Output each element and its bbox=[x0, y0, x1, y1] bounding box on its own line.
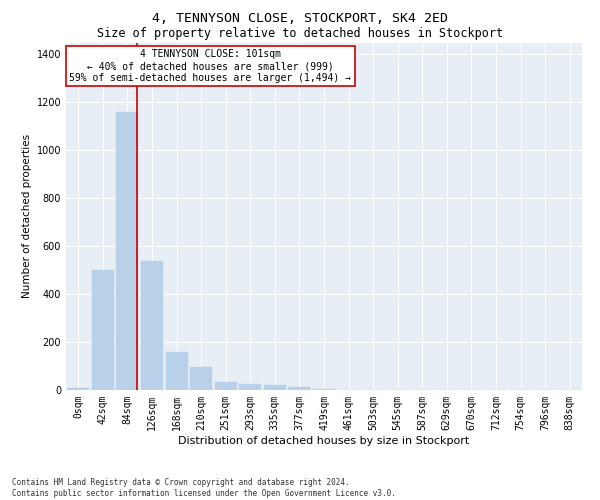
Bar bbox=[166, 352, 188, 390]
Bar bbox=[215, 382, 237, 390]
Text: 4 TENNYSON CLOSE: 101sqm
← 40% of detached houses are smaller (999)
59% of semi-: 4 TENNYSON CLOSE: 101sqm ← 40% of detach… bbox=[70, 50, 352, 82]
Text: 4, TENNYSON CLOSE, STOCKPORT, SK4 2ED: 4, TENNYSON CLOSE, STOCKPORT, SK4 2ED bbox=[152, 12, 448, 26]
Bar bbox=[190, 367, 212, 390]
X-axis label: Distribution of detached houses by size in Stockport: Distribution of detached houses by size … bbox=[178, 436, 470, 446]
Bar bbox=[239, 384, 262, 390]
Bar bbox=[116, 112, 139, 390]
Bar bbox=[313, 389, 335, 390]
Bar bbox=[141, 260, 163, 390]
Y-axis label: Number of detached properties: Number of detached properties bbox=[22, 134, 32, 298]
Bar bbox=[92, 270, 114, 390]
Text: Contains HM Land Registry data © Crown copyright and database right 2024.
Contai: Contains HM Land Registry data © Crown c… bbox=[12, 478, 396, 498]
Text: Size of property relative to detached houses in Stockport: Size of property relative to detached ho… bbox=[97, 28, 503, 40]
Bar bbox=[67, 388, 89, 390]
Bar bbox=[264, 385, 286, 390]
Bar bbox=[289, 387, 310, 390]
